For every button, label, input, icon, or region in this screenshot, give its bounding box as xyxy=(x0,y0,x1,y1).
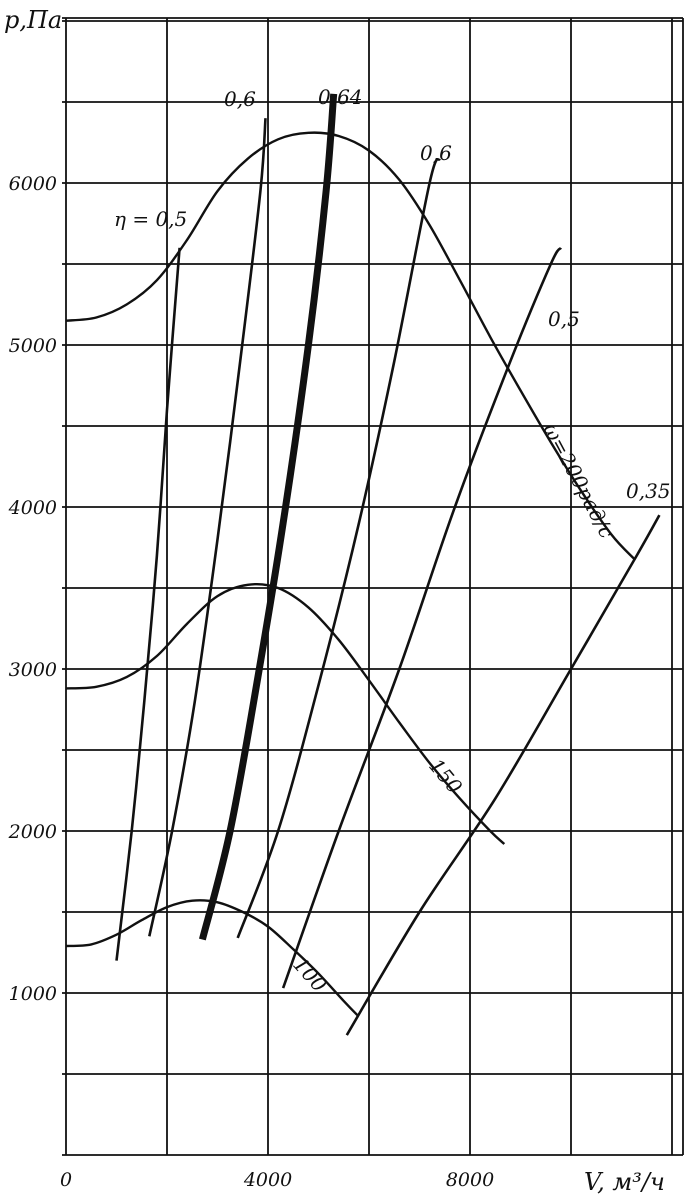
efficiency-curve-2 xyxy=(199,93,338,941)
x-tick-label-2: 8000 xyxy=(446,1169,494,1191)
x-tick-label-0: 0 xyxy=(60,1169,72,1191)
x-tick-label-1: 4000 xyxy=(243,1169,292,1191)
y-tick-label-1: 2000 xyxy=(8,821,57,843)
y-tick-label-5: 6000 xyxy=(9,173,57,195)
efficiency-curve-4 xyxy=(281,246,562,989)
tick-labels: 0 4000 8000 1000 2000 3000 4000 5000 6000 xyxy=(8,173,495,1191)
efficiency-label-3: 0,6 xyxy=(420,141,452,165)
efficiency-label-5: 0,35 xyxy=(626,479,671,503)
pressure-label-1: 150 xyxy=(424,754,467,799)
pressure-curve-2 xyxy=(65,899,359,1017)
curves xyxy=(65,93,661,1036)
efficiency-label-2: 0,64 xyxy=(318,85,363,109)
y-tick-label-2: 3000 xyxy=(9,659,57,681)
x-axis-title: V, м³/ч xyxy=(584,1168,665,1195)
y-tick-label-3: 4000 xyxy=(8,497,57,519)
efficiency-curve-0 xyxy=(115,247,181,961)
efficiency-curve-5 xyxy=(345,514,661,1036)
efficiency-label-1: 0,6 xyxy=(224,87,256,111)
y-tick-label-0: 1000 xyxy=(9,983,57,1005)
y-tick-label-4: 5000 xyxy=(9,335,57,357)
y-axis-title: p,Па xyxy=(4,6,62,34)
pressure-curve-0 xyxy=(65,131,635,560)
efficiency-curve-3 xyxy=(236,157,441,939)
efficiency-label-4: 0,5 xyxy=(548,307,580,331)
efficiency-label-0: η = 0,5 xyxy=(114,207,187,231)
pressure-label-2: 100 xyxy=(288,952,332,997)
grid xyxy=(62,17,684,1156)
pressure-curve-1 xyxy=(65,582,506,845)
pressure-label-0: ω=200рад/с xyxy=(539,419,620,542)
efficiency-curve-1 xyxy=(148,118,267,937)
